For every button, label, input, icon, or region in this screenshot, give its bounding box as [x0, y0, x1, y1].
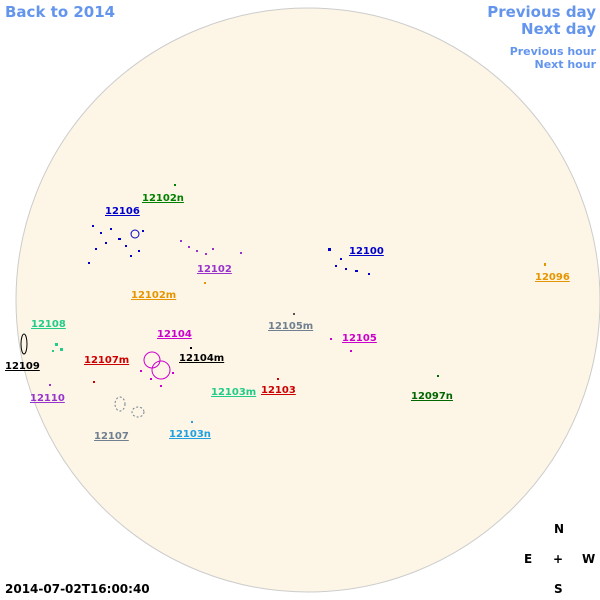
sunspot: [93, 381, 95, 383]
region-label[interactable]: 12105: [342, 333, 377, 344]
region-label[interactable]: 12107: [94, 431, 129, 442]
sunspots-12102: [180, 240, 242, 255]
sunspot: [191, 421, 193, 423]
region-label[interactable]: 12108: [31, 319, 66, 330]
sunspot: [204, 282, 206, 284]
region-label[interactable]: 12103m: [211, 387, 257, 398]
region-label[interactable]: 12097n: [411, 391, 453, 402]
region-label[interactable]: 12104m: [179, 353, 225, 364]
region-label[interactable]: 12110: [30, 393, 65, 404]
region-label[interactable]: 12103: [261, 385, 296, 396]
compass-label: N: [554, 522, 565, 536]
nav-link[interactable]: Next hour: [534, 58, 597, 71]
spot-ring: [131, 406, 145, 418]
sunspot: [174, 184, 176, 186]
compass-label: S: [554, 582, 563, 596]
region-label[interactable]: 12103n: [169, 429, 211, 440]
sunspots-12108: [52, 343, 63, 352]
nav-link[interactable]: Next day: [521, 20, 596, 38]
sunspot-groups: [20, 184, 546, 423]
sunspots-12104: [140, 338, 352, 387]
region-label[interactable]: 12102m: [131, 290, 177, 301]
region-label[interactable]: 12102n: [142, 193, 184, 204]
nav-link[interactable]: Back to 2014: [5, 3, 116, 21]
region-label[interactable]: 12102: [197, 264, 232, 275]
nav-link[interactable]: Previous day: [487, 3, 596, 21]
region-label[interactable]: 12105m: [268, 321, 314, 332]
sunspot: [49, 384, 51, 386]
compass-label: +: [553, 552, 564, 566]
region-label[interactable]: 12100: [349, 246, 384, 257]
solar-disk: [15, 7, 600, 593]
sunspot: [190, 347, 192, 349]
timestamp: 2014-07-02T16:00:40: [5, 582, 150, 596]
sunspot: [437, 375, 439, 377]
sunspots-12106: [88, 225, 144, 264]
spot-ring: [20, 333, 28, 355]
compass-label: W: [582, 552, 596, 566]
spot-ring: [151, 360, 171, 380]
region-label[interactable]: 12109: [5, 361, 40, 372]
spot-ring: [130, 229, 140, 239]
nav-link[interactable]: Previous hour: [509, 45, 596, 58]
spot-ring: [114, 396, 126, 412]
sunspot: [544, 263, 546, 266]
sunspots-12100: [328, 248, 370, 275]
region-label[interactable]: 12106: [105, 206, 140, 217]
region-label[interactable]: 12107m: [84, 355, 130, 366]
compass-label: E: [524, 552, 533, 566]
region-label[interactable]: 12096: [535, 272, 570, 283]
sunspot: [277, 378, 279, 380]
region-label[interactable]: 12104: [157, 329, 192, 340]
sunspot: [293, 313, 295, 315]
